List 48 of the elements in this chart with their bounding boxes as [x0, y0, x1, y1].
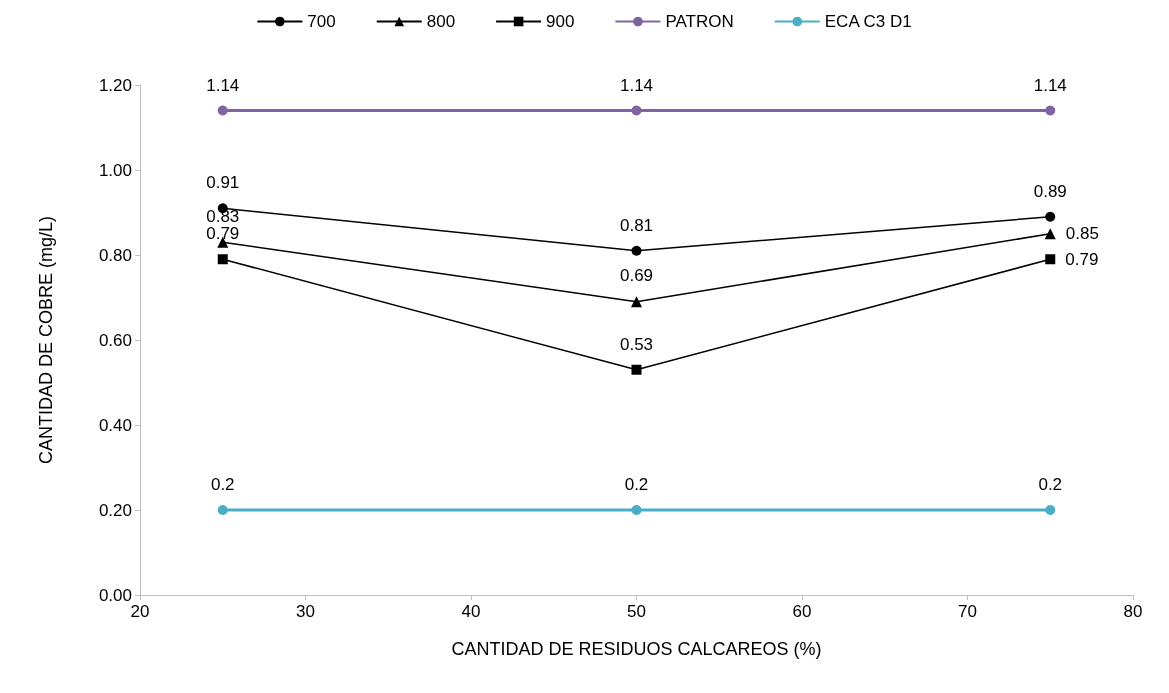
point	[631, 105, 642, 116]
point	[631, 296, 642, 308]
data-label: 0.79	[1065, 249, 1099, 269]
data-label: 0.79	[206, 224, 240, 244]
x-tick-label: 40	[461, 602, 481, 621]
x-axis-title: CANTIDAD DE RESIDUOS CALCAREOS (%)	[451, 639, 822, 659]
point	[1045, 211, 1056, 222]
data-label: 0.2	[624, 475, 649, 494]
y-tick-label: 0.80	[98, 245, 132, 265]
point	[217, 505, 228, 515]
data-label: 0.91	[206, 173, 240, 193]
x-tick-label: 50	[627, 602, 646, 621]
data-label: 1.14	[206, 75, 240, 95]
point	[631, 245, 642, 256]
y-tick-label: 0.60	[98, 330, 132, 350]
y-tick-label: 0.20	[98, 500, 132, 520]
point	[217, 254, 228, 265]
point	[1045, 505, 1056, 515]
data-label: 0.69	[619, 266, 654, 286]
legend-label: 900	[546, 12, 575, 31]
legend-label: PATRON	[665, 12, 734, 31]
point	[217, 105, 228, 116]
x-tick-label: 20	[130, 602, 150, 621]
data-label: 1.14	[619, 75, 654, 95]
legend-label: 800	[426, 12, 456, 31]
legend-label: ECA C3 D1	[824, 12, 912, 31]
x-tick-label: 80	[1123, 602, 1143, 621]
point	[631, 505, 642, 515]
point	[631, 364, 642, 375]
y-tick-label: 0.00	[98, 585, 132, 605]
data-label: 0.2	[1038, 475, 1063, 494]
legend-label: 700	[307, 12, 336, 31]
data-label: 0.2	[210, 475, 235, 494]
y-tick-label: 1.00	[98, 160, 132, 180]
data-label: 0.85	[1065, 224, 1099, 244]
data-label: 0.81	[619, 215, 654, 235]
y-tick-label: 0.40	[98, 415, 132, 435]
point	[1044, 228, 1056, 240]
data-label: 1.14	[1033, 75, 1067, 95]
data-label: 0.89	[1033, 181, 1067, 201]
x-tick-label: 30	[296, 602, 315, 621]
y-tick-label: 1.20	[98, 75, 132, 95]
data-label: 0.53	[619, 334, 654, 354]
x-tick-label: 70	[958, 602, 977, 621]
point	[1045, 254, 1056, 265]
x-tick-label: 60	[792, 602, 812, 621]
y-axis-title: CANTIDAD DE COBRE (mg/L)	[36, 215, 56, 465]
point	[1045, 105, 1056, 116]
